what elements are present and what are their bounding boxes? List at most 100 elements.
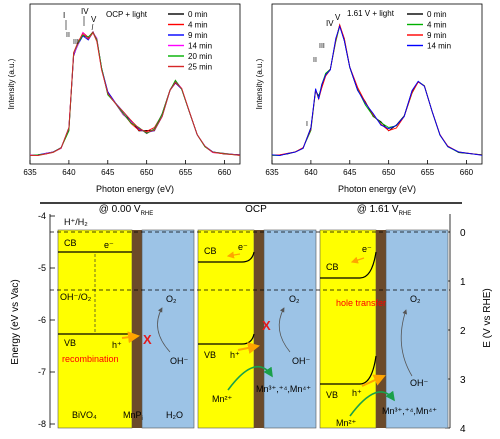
- legend-entry: 14 min: [427, 42, 451, 51]
- cb-label: CB: [64, 238, 77, 248]
- x-tick-label: 655: [179, 168, 193, 177]
- peak-labels: I II III IV V: [63, 7, 97, 46]
- legend-entry: 4 min: [427, 21, 447, 30]
- h-couple-label: H⁺/H₂: [64, 217, 88, 227]
- left-axis-label: Energy (eV vs Vac): [10, 279, 21, 364]
- legend-entry: 25 min: [188, 63, 212, 72]
- reaction-arrow: [157, 307, 171, 353]
- electron-label: e⁻: [362, 244, 372, 254]
- spectrum-ocp-light: Intensity (a.u.) Photon energy (eV) 635 6…: [7, 3, 241, 194]
- left-tick-label: -8: [38, 419, 46, 429]
- hydroxide-label: OH⁻: [292, 356, 311, 366]
- right-tick-label: 4: [460, 424, 466, 434]
- x-mark: X: [262, 318, 271, 333]
- vb-edge: [320, 355, 377, 385]
- spectrum-1p61v-light: Intensity (a.u.) Photon energy (eV) 635 6…: [255, 3, 483, 194]
- peak-label-i: I: [306, 121, 308, 128]
- right-tick-label: 3: [460, 375, 466, 386]
- hole-arrow: [237, 342, 260, 354]
- oxygen-label: O₂: [166, 294, 177, 304]
- reaction-arrow: [278, 307, 291, 353]
- peak-label-v: V: [335, 13, 341, 22]
- electron-label: e⁻: [238, 242, 248, 252]
- left-tick-label: -4: [38, 211, 46, 221]
- right-tick-label: 1: [460, 277, 466, 288]
- ion-left-label: Mn²⁺: [336, 418, 356, 428]
- vb-label: VB: [326, 390, 338, 400]
- ion-left-label: Mn²⁺: [212, 394, 232, 404]
- x-tick-label: 660: [460, 168, 474, 177]
- x-tick-label: 650: [382, 168, 396, 177]
- legend-entry: 20 min: [188, 52, 212, 61]
- x-tick-label: 660: [218, 168, 232, 177]
- cb-label: CB: [326, 262, 339, 272]
- ion-arrow: [349, 390, 395, 417]
- series-line: [271, 24, 483, 156]
- cocatalyst-layer: [376, 230, 386, 428]
- panel-title: @ 1.61 VRHE: [357, 204, 412, 217]
- semiconductor-region: [197, 229, 255, 429]
- x-tick-label: 650: [140, 168, 154, 177]
- cb-edge: [198, 251, 255, 263]
- legend-title: OCP + light: [106, 10, 148, 19]
- legend-entry: 9 min: [427, 31, 447, 40]
- electrolyte-region: [385, 229, 449, 429]
- vb-label: VB: [64, 338, 76, 348]
- hole-arrow: [121, 331, 140, 344]
- x-tick-label: 645: [343, 168, 357, 177]
- x-tick-label: 640: [62, 168, 76, 177]
- peak-label-iv: IV: [326, 19, 334, 28]
- x-tick-label: 655: [421, 168, 435, 177]
- panel-title: OCP: [245, 204, 267, 215]
- legend-title: 1.61 V + light: [347, 9, 395, 18]
- electrolyte-label: H₂O: [166, 410, 183, 420]
- hole-label: h⁺: [352, 388, 362, 398]
- legend-entry: 0 min: [188, 10, 208, 19]
- recombination-label: recombination: [62, 354, 119, 364]
- x-ticks: 635 640 645 650 655 660: [23, 160, 232, 177]
- series-lines: [271, 23, 483, 156]
- x-axis-label: Photon energy (eV): [338, 184, 416, 194]
- right-tick-label: 2: [460, 326, 466, 337]
- cocatalyst-label: MnPi: [123, 410, 143, 422]
- hole-label: h⁺: [230, 350, 240, 360]
- peak-labels: I II III IV V: [306, 13, 341, 128]
- reaction-arrow: [400, 309, 413, 377]
- left-tick-label: -5: [38, 263, 46, 273]
- panel-1p61v: @ 1.61 VRHE CB e⁻ hole transfer VB h⁺ O₂…: [319, 204, 449, 429]
- hole-label: h⁺: [112, 340, 122, 350]
- right-axis-label: E (V vs RHE): [482, 288, 493, 347]
- peak-tick: [91, 23, 94, 31]
- electron-arrow: [350, 256, 365, 264]
- legend-entry: 9 min: [188, 31, 208, 40]
- x-tick-label: 645: [101, 168, 115, 177]
- semiconductor-label: BiVO₄: [72, 410, 97, 420]
- panel-ocp: OCP CB e⁻ VB h⁺ X O₂ OH⁻ Mn²⁺ Mn³⁺,⁺⁴,Mn…: [197, 204, 317, 429]
- vb-edge: [198, 333, 255, 345]
- cocatalyst-layer: [132, 230, 142, 428]
- hydroxide-label: OH⁻: [170, 356, 189, 366]
- series-line: [30, 31, 241, 156]
- peak-label-v: V: [91, 15, 97, 24]
- electrolyte-region: [263, 229, 317, 429]
- semiconductor-region: [319, 229, 377, 429]
- y-axis-label: Intensity (a.u.): [255, 58, 264, 109]
- cb-edge: [320, 251, 377, 279]
- oxygen-label: O₂: [410, 294, 421, 304]
- right-tick-label: 0: [460, 228, 466, 239]
- panel-0v: @ 0.00 VRHE CB e⁻ OH⁻/O₂ VB h⁺ recombina…: [57, 204, 195, 429]
- legend-entry: 14 min: [188, 42, 212, 51]
- x-tick-label: 635: [265, 168, 279, 177]
- peak-label-ii: II: [313, 57, 317, 64]
- x-tick-label: 640: [304, 168, 318, 177]
- peak-label-iii: III: [319, 43, 325, 50]
- left-ticks: -4 -5 -6 -7 -8: [38, 211, 55, 429]
- cocatalyst-layer: [254, 230, 264, 428]
- panel-title: @ 0.00 VRHE: [99, 204, 154, 217]
- hole-transfer-label: hole transfer: [336, 298, 386, 308]
- x-ticks: 635 640 645 650 655 660: [265, 160, 474, 177]
- peak-label-i: I: [63, 11, 65, 20]
- ion-right-label: Mn³⁺,⁺⁴,Mn⁴⁺: [256, 384, 311, 394]
